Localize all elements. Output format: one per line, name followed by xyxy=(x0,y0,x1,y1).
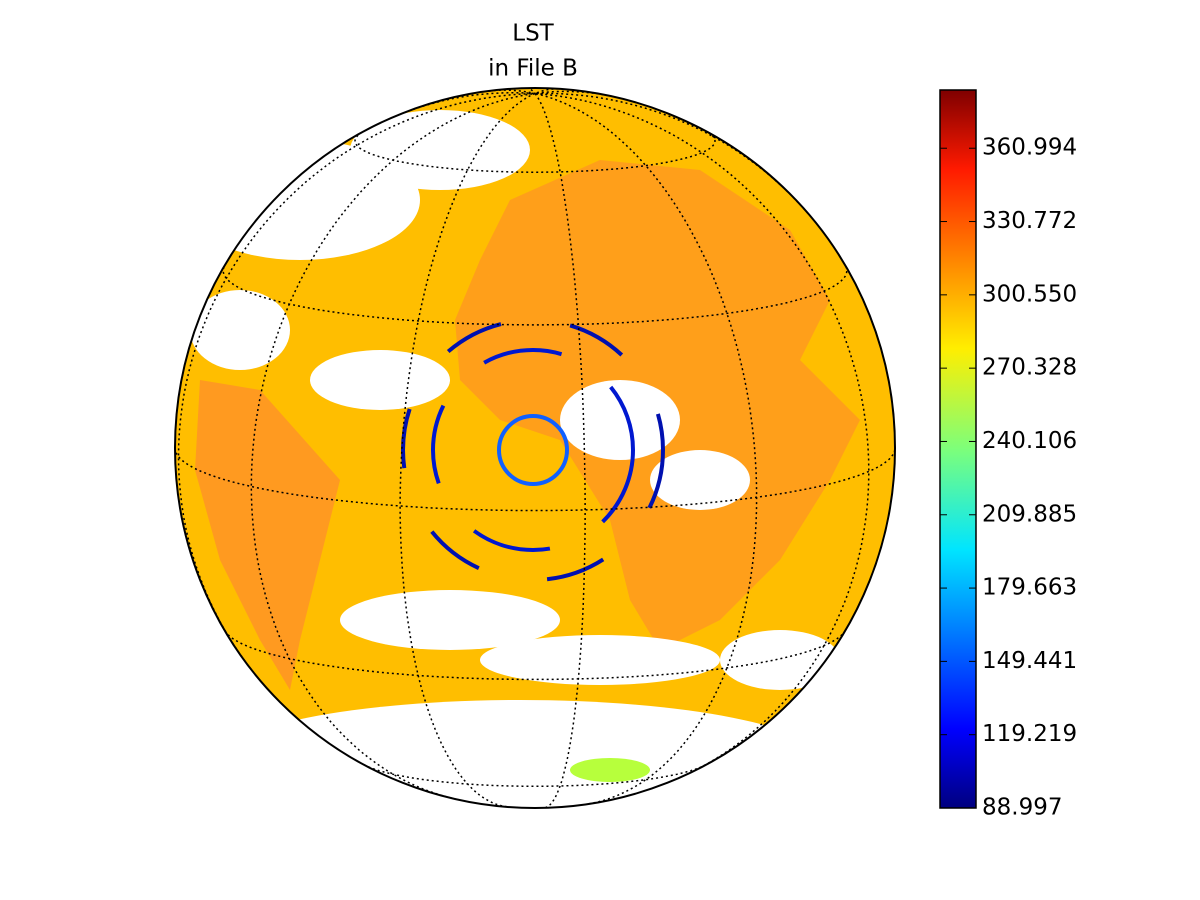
graticule-line xyxy=(177,92,536,674)
colorbar-ticks: 88.997 119.219 149.441 179.663 209.885 240.10… xyxy=(940,135,1077,821)
colorbar-tick-label: 119.219 xyxy=(982,721,1077,747)
colorbar-tick-label: 360.994 xyxy=(982,135,1077,161)
graticule-line xyxy=(534,88,559,95)
artifact-rings xyxy=(401,318,665,582)
colorbar-tick-label: 209.885 xyxy=(982,501,1077,527)
south-america xyxy=(195,380,340,690)
colorbar xyxy=(939,89,977,809)
graticule-line xyxy=(175,447,895,512)
graticule-line xyxy=(250,92,536,801)
graticule-line xyxy=(398,91,536,116)
graticule-line xyxy=(534,92,758,805)
colorbar-tick-label: 149.441 xyxy=(982,648,1077,674)
globe-outline xyxy=(174,87,896,809)
title-line: LST xyxy=(512,21,554,47)
graticule-line xyxy=(354,131,716,173)
colorbar-tick-label: 270.328 xyxy=(982,355,1077,381)
graticule-line xyxy=(534,92,870,778)
graticule xyxy=(175,88,895,808)
title-line: in File B xyxy=(488,56,578,82)
colorbar-tick-label: 88.997 xyxy=(982,795,1062,821)
colorbar-tick-label: 179.663 xyxy=(982,575,1077,601)
colorbar-tick-label: 300.550 xyxy=(982,281,1077,307)
globe xyxy=(175,88,895,808)
colorbar-tick-label: 240.106 xyxy=(982,428,1077,454)
graticule-line xyxy=(399,92,536,808)
cold-patch xyxy=(570,758,650,782)
colorbar-tick-label: 330.772 xyxy=(982,208,1077,234)
